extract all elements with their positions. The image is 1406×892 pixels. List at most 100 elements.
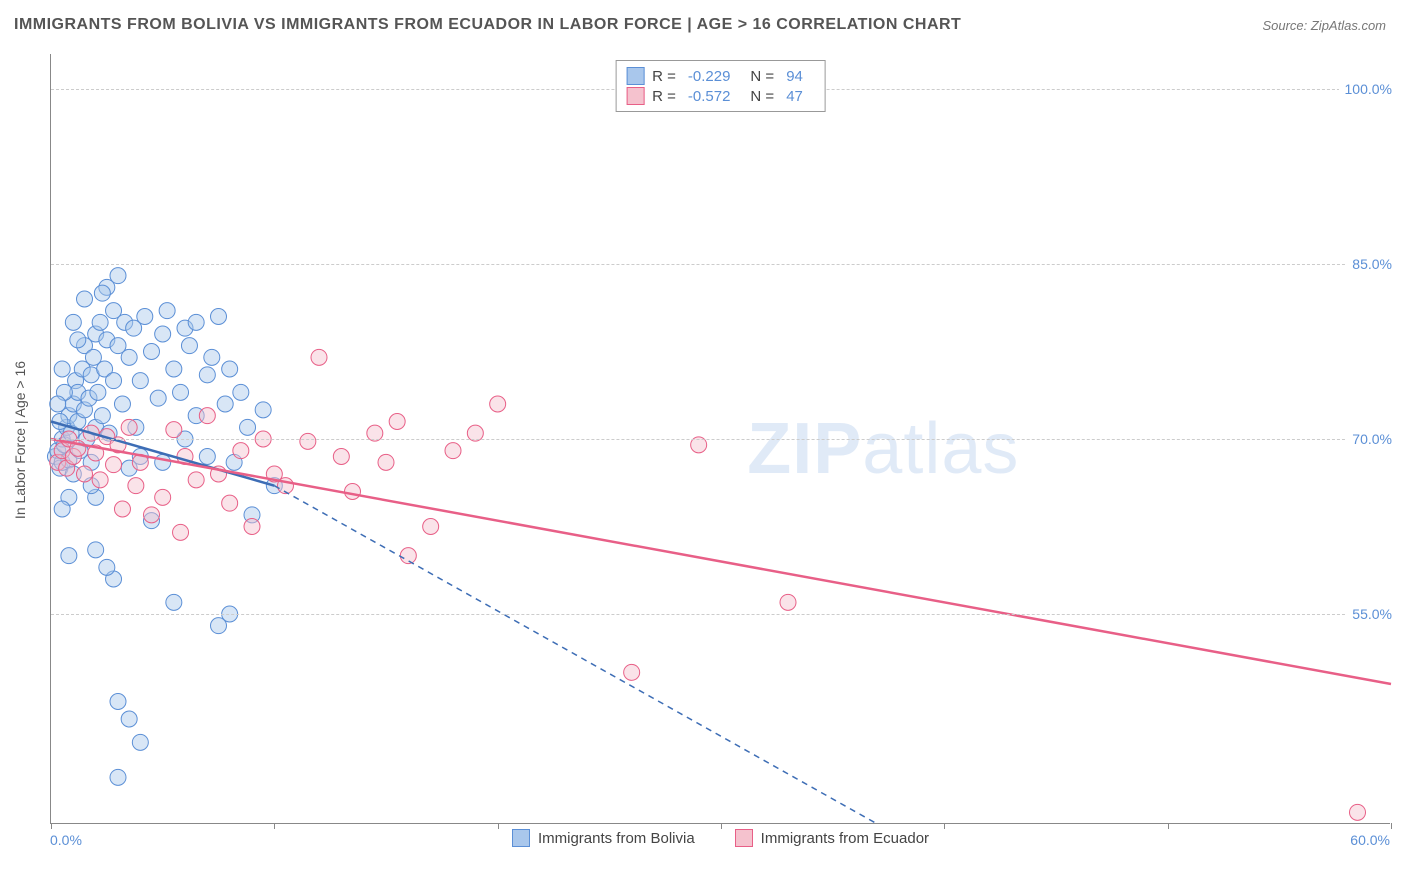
chart-title: IMMIGRANTS FROM BOLIVIA VS IMMIGRANTS FR… [14, 16, 961, 34]
y-axis-label: In Labor Force | Age > 16 [12, 361, 28, 519]
scatter-point [92, 472, 108, 488]
scatter-point [181, 338, 197, 354]
scatter-point [92, 314, 108, 330]
scatter-point [204, 349, 220, 365]
legend-item-ecuador: Immigrants from Ecuador [735, 829, 929, 847]
scatter-point [88, 542, 104, 558]
scatter-point [61, 548, 77, 564]
trend-line [51, 439, 1391, 684]
n-value-ecuador: 47 [786, 88, 803, 105]
scatter-point [65, 314, 81, 330]
x-tick-max: 60.0% [1350, 832, 1390, 848]
scatter-point [333, 449, 349, 465]
scatter-point [490, 396, 506, 412]
scatter-point [106, 373, 122, 389]
scatter-point [188, 314, 204, 330]
scatter-point [255, 402, 271, 418]
gridline [51, 614, 1390, 615]
swatch-bolivia-icon [512, 829, 530, 847]
scatter-point [199, 449, 215, 465]
x-tick [721, 823, 722, 829]
scatter-point [222, 495, 238, 511]
scatter-point [121, 711, 137, 727]
scatter-point [166, 422, 182, 438]
scatter-point [378, 454, 394, 470]
scatter-point [94, 285, 110, 301]
source-label: Source: ZipAtlas.com [1262, 18, 1386, 33]
scatter-point [94, 408, 110, 424]
scatter-point [222, 361, 238, 377]
gridline [51, 439, 1390, 440]
scatter-point [114, 396, 130, 412]
scatter-point [199, 408, 215, 424]
y-tick-label: 85.0% [1346, 256, 1392, 272]
swatch-ecuador [626, 87, 644, 105]
x-tick [1391, 823, 1392, 829]
plot-area: ZIPatlas R = -0.229 N = 94 R = -0.572 N … [50, 54, 1390, 824]
scatter-point [624, 664, 640, 680]
n-label: N = [750, 88, 774, 105]
scatter-point [132, 734, 148, 750]
r-label: R = [652, 68, 676, 85]
y-tick-label: 70.0% [1346, 431, 1392, 447]
scatter-point [70, 332, 86, 348]
gridline [51, 264, 1390, 265]
scatter-point [173, 524, 189, 540]
scatter-point [54, 501, 70, 517]
scatter-point [173, 384, 189, 400]
scatter-point [144, 344, 160, 360]
x-tick [1168, 823, 1169, 829]
r-label: R = [652, 88, 676, 105]
scatter-point [780, 594, 796, 610]
trend-line-dashed [274, 486, 877, 824]
scatter-point [311, 349, 327, 365]
scatter-point [211, 309, 227, 325]
x-tick [51, 823, 52, 829]
scatter-point [110, 694, 126, 710]
scatter-point [128, 478, 144, 494]
scatter-point [155, 489, 171, 505]
legend-label: Immigrants from Bolivia [538, 830, 695, 847]
scatter-point [199, 367, 215, 383]
legend-item-bolivia: Immigrants from Bolivia [512, 829, 695, 847]
legend-row-bolivia: R = -0.229 N = 94 [626, 67, 815, 85]
scatter-point [389, 414, 405, 430]
chart-container: IMMIGRANTS FROM BOLIVIA VS IMMIGRANTS FR… [0, 0, 1406, 892]
scatter-point [121, 419, 137, 435]
scatter-point [300, 433, 316, 449]
n-label: N = [750, 68, 774, 85]
scatter-point [400, 548, 416, 564]
scatter-point [345, 484, 361, 500]
x-tick [274, 823, 275, 829]
scatter-point [233, 384, 249, 400]
r-value-ecuador: -0.572 [688, 88, 731, 105]
scatter-point [77, 466, 93, 482]
scatter-point [114, 501, 130, 517]
scatter-point [144, 507, 160, 523]
scatter-point [217, 396, 233, 412]
scatter-point [132, 373, 148, 389]
scatter-point [166, 594, 182, 610]
scatter-point [77, 291, 93, 307]
scatter-point [54, 361, 70, 377]
scatter-point [106, 457, 122, 473]
scatter-point [233, 443, 249, 459]
scatter-point [166, 361, 182, 377]
scatter-point [1350, 804, 1366, 820]
scatter-point [423, 519, 439, 535]
scatter-point [155, 454, 171, 470]
series-legend: Immigrants from Bolivia Immigrants from … [51, 829, 1390, 847]
swatch-bolivia [626, 67, 644, 85]
scatter-point [50, 396, 66, 412]
x-tick [944, 823, 945, 829]
scatter-point [155, 326, 171, 342]
x-tick-min: 0.0% [50, 832, 82, 848]
scatter-point [121, 349, 137, 365]
scatter-point [159, 303, 175, 319]
scatter-point [90, 384, 106, 400]
correlation-legend: R = -0.229 N = 94 R = -0.572 N = 47 [615, 60, 826, 112]
x-tick [498, 823, 499, 829]
scatter-point [110, 769, 126, 785]
scatter-point [137, 309, 153, 325]
n-value-bolivia: 94 [786, 68, 803, 85]
